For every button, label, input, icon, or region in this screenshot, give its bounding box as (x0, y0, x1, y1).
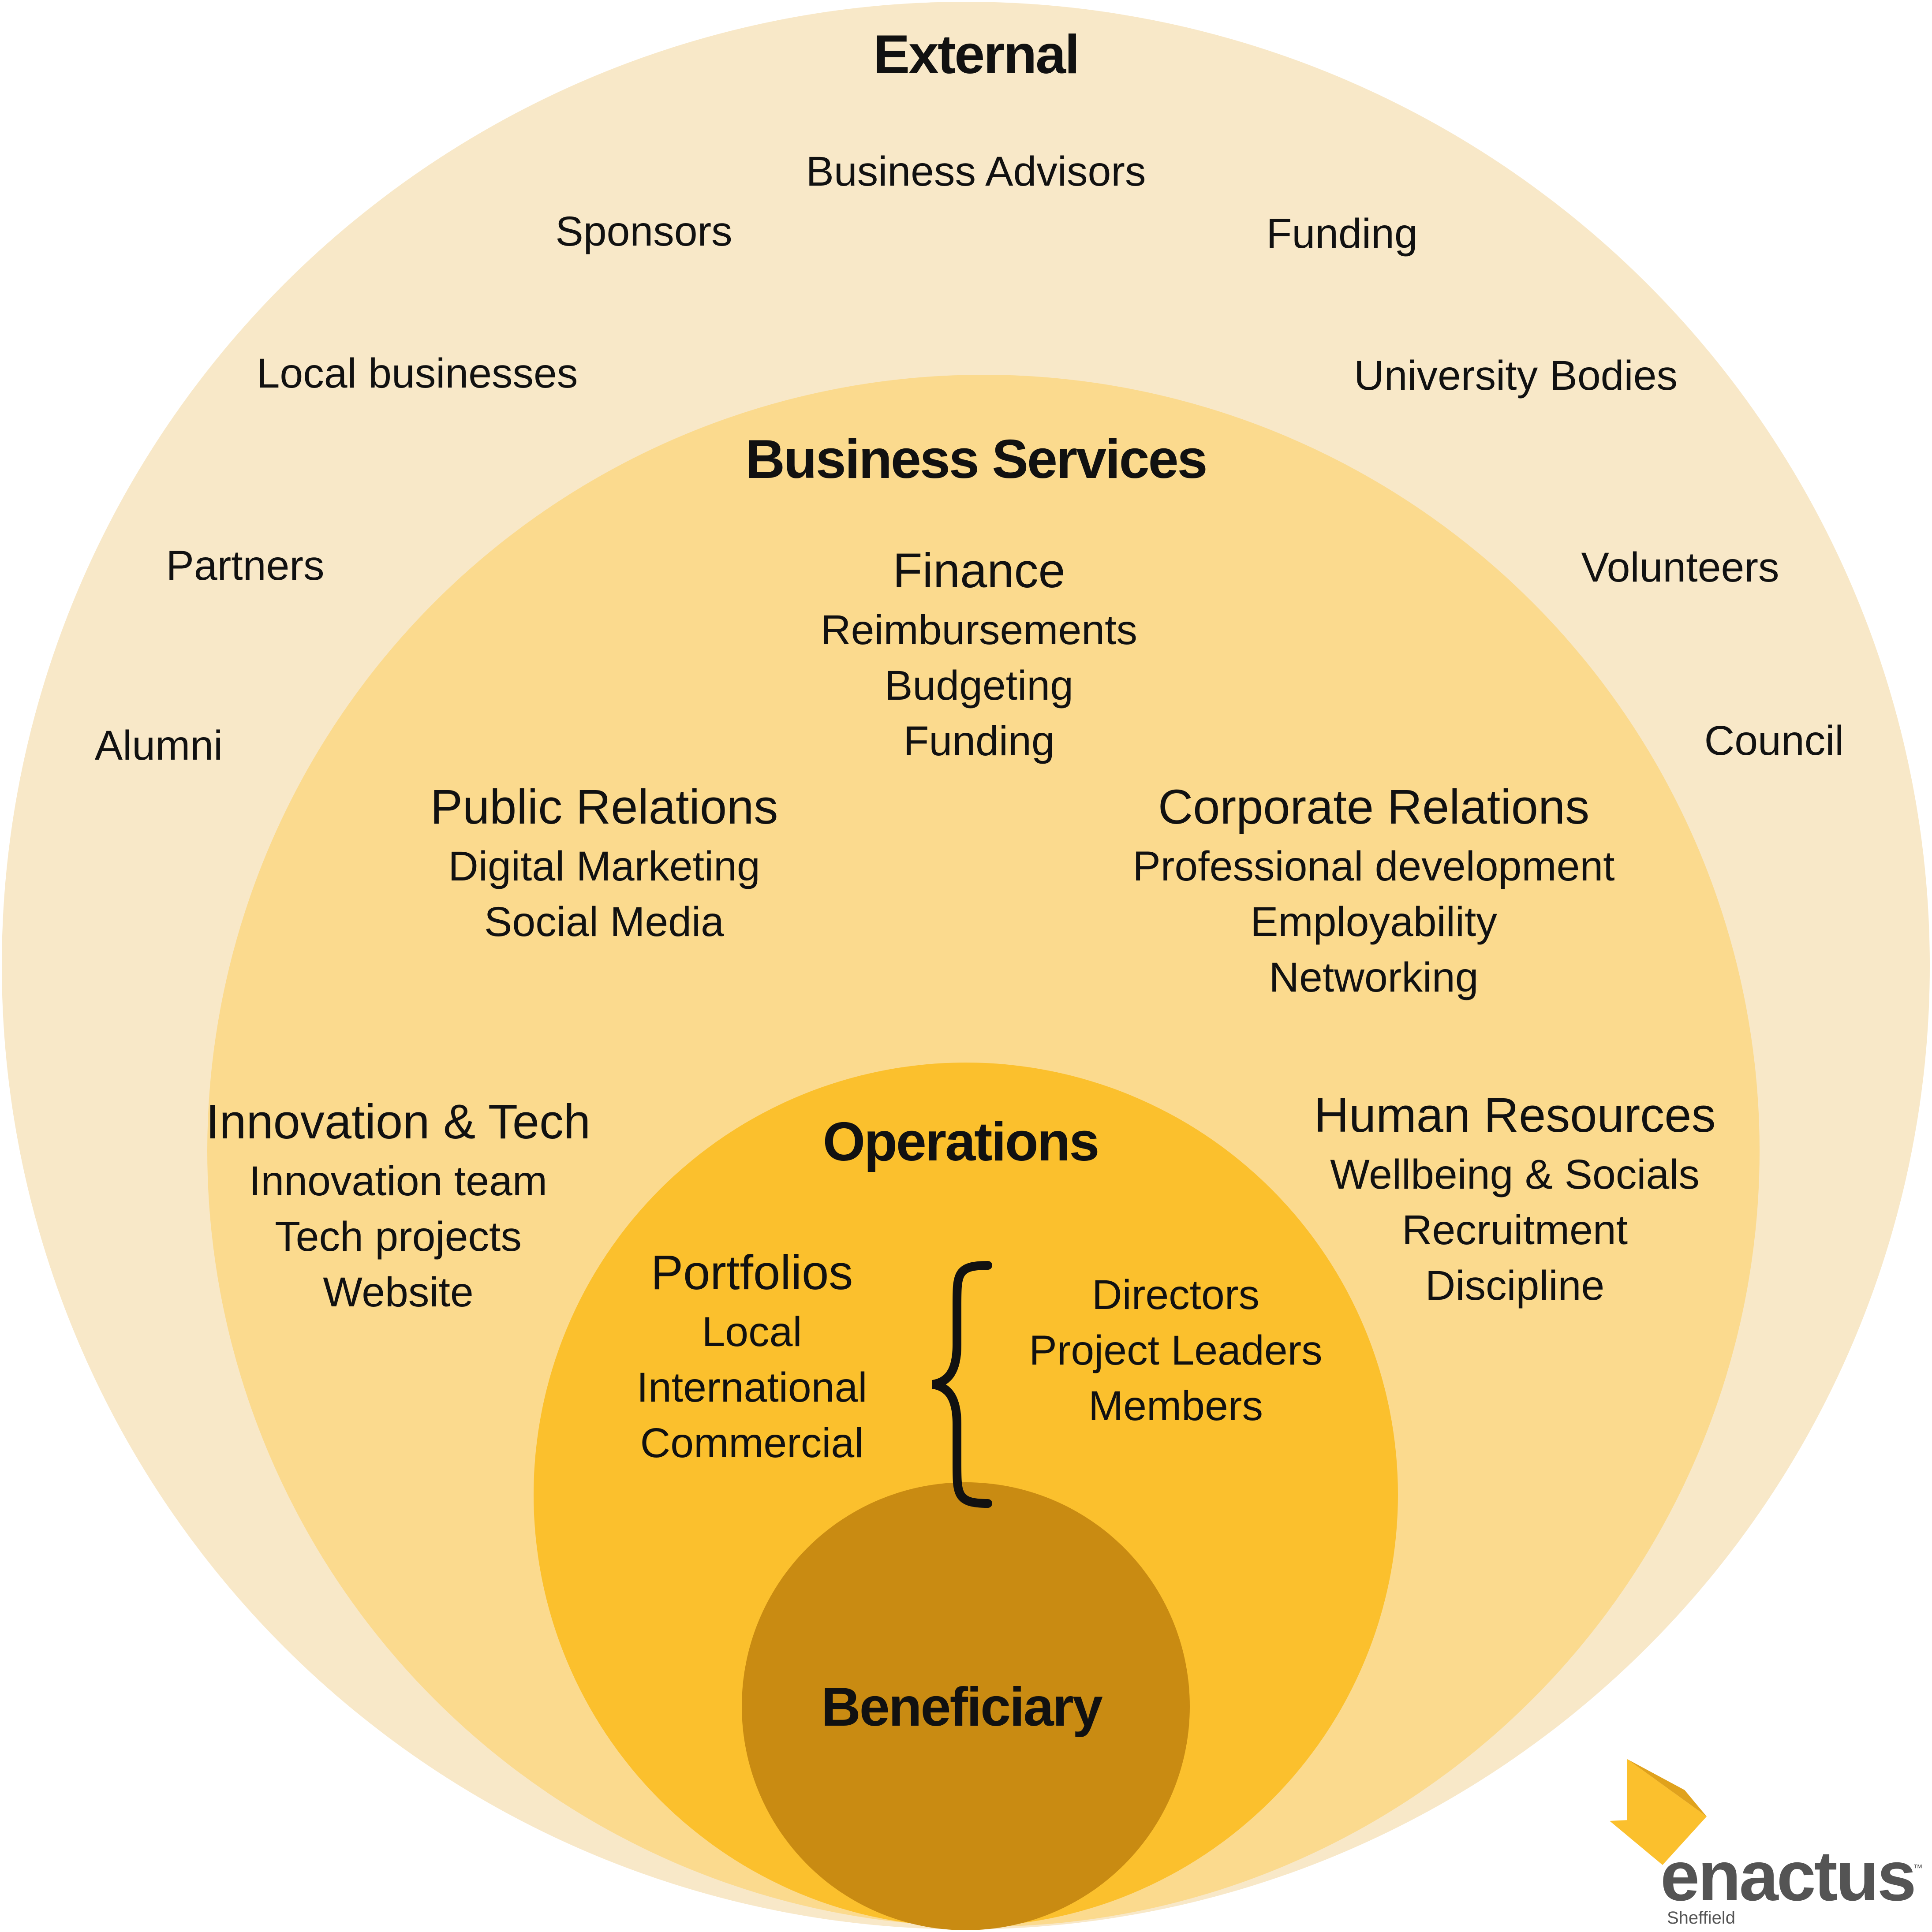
external-item: Funding (1266, 210, 1418, 257)
external-item: Local businesses (256, 350, 578, 397)
external-item: University Bodies (1354, 352, 1678, 399)
external-item: Business Advisors (806, 148, 1146, 195)
enactus-logo-subtext: Sheffield (1667, 1908, 1735, 1928)
group-item: Networking (1269, 954, 1479, 1001)
group-item: Innovation team (249, 1158, 547, 1205)
external-item: Alumni (94, 722, 223, 769)
group-item: Budgeting (885, 662, 1073, 709)
enactus-logo-text: enactus (1660, 1836, 1917, 1915)
group-heading-finance: Finance (893, 544, 1065, 598)
external-title: External (873, 24, 1080, 85)
beneficiary-title: Beneficiary (821, 1677, 1103, 1738)
group-item: Wellbeing & Socials (1330, 1151, 1700, 1198)
group-heading-innovation-tech: Innovation & Tech (206, 1095, 591, 1149)
group-heading-human-resources: Human Resources (1314, 1088, 1716, 1142)
portfolio-item: Local (702, 1309, 802, 1355)
group-item: Reimbursements (820, 607, 1138, 653)
brace-icon (932, 1261, 992, 1508)
portfolio-item: Commercial (640, 1420, 864, 1466)
external-item: Partners (166, 542, 325, 589)
group-item: Tech projects (275, 1213, 522, 1260)
group-heading-public-relations: Public Relations (430, 780, 778, 834)
external-item: Sponsors (555, 208, 732, 255)
portfolios-heading: Portfolios (650, 1246, 853, 1300)
beneficiary-circle (742, 1482, 1190, 1930)
group-item: Employability (1250, 899, 1497, 945)
group-item: Digital Marketing (448, 843, 760, 890)
group-item: Professional development (1132, 843, 1615, 890)
group-item: Website (323, 1269, 474, 1316)
role-item: Project Leaders (1029, 1327, 1323, 1374)
business-services-title: Business Services (745, 429, 1207, 490)
external-item: Volunteers (1581, 544, 1779, 591)
trademark-symbol: ™ (1913, 1862, 1923, 1873)
group-item: Discipline (1425, 1262, 1605, 1309)
group-item: Recruitment (1401, 1207, 1628, 1253)
group-heading-corporate-relations: Corporate Relations (1158, 780, 1590, 834)
group-item: Funding (903, 718, 1055, 765)
operations-title: Operations (822, 1111, 1100, 1172)
enactus-logo-mark (1610, 1759, 1707, 1865)
group-item: Social Media (484, 899, 724, 945)
role-item: Members (1088, 1383, 1263, 1429)
external-item: Council (1704, 717, 1844, 764)
role-item: Directors (1091, 1272, 1260, 1318)
portfolio-item: International (636, 1364, 867, 1411)
